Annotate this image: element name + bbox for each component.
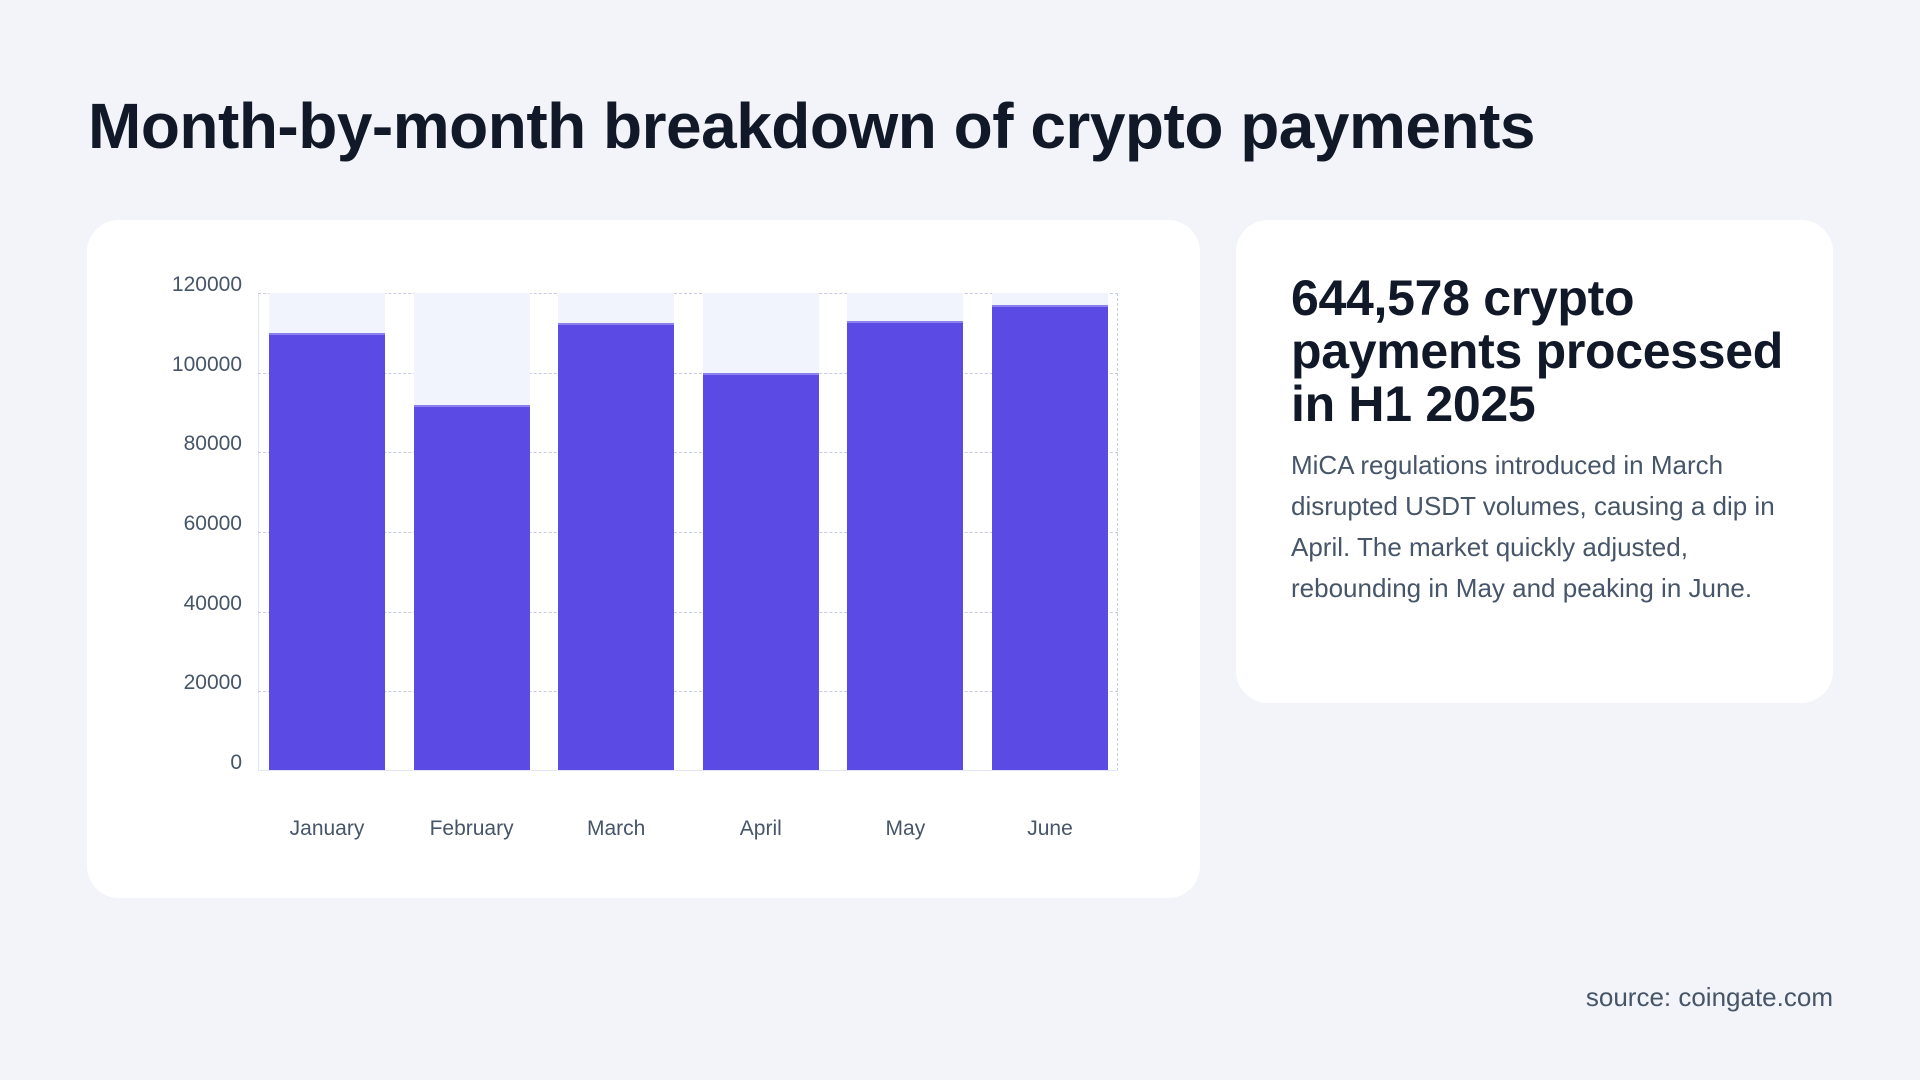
gridline	[258, 452, 1118, 454]
gridline	[258, 293, 1118, 294]
stat-card	[1236, 220, 1833, 703]
stat-heading: 644,578 crypto payments processed in H1 …	[1291, 270, 1784, 432]
y-tick-label: 60000	[183, 512, 242, 535]
y-tick-label: 120000	[171, 273, 242, 296]
bar-chart-plot	[258, 293, 1118, 771]
x-tick-label: March	[587, 817, 646, 840]
bar-may[interactable]	[847, 320, 964, 771]
stat-description: MiCA regulations introduced in March dis…	[1291, 450, 1775, 603]
bar-june[interactable]	[992, 304, 1108, 771]
bar-april[interactable]	[702, 372, 819, 771]
x-tick-label: May	[885, 817, 926, 840]
y-tick-label: 100000	[171, 352, 242, 376]
x-tick-label: April	[739, 817, 782, 840]
bar-january[interactable]	[269, 332, 385, 771]
x-tick-label: February	[429, 817, 514, 840]
bar-march[interactable]	[558, 322, 675, 771]
x-tick-label: January	[289, 817, 365, 840]
gridline	[258, 611, 1118, 613]
gridline	[258, 532, 1118, 533]
y-tick-label: 80000	[183, 432, 242, 456]
y-tick-label: 0	[230, 751, 242, 774]
x-axis-line	[258, 770, 1118, 771]
source-credit: source: coingate.com	[1585, 982, 1833, 1012]
gridline	[258, 372, 1118, 374]
y-tick-label: 40000	[183, 591, 242, 615]
page-title: Month-by-month breakdown of crypto payme…	[88, 90, 1535, 162]
x-tick-label: June	[1027, 817, 1073, 840]
bar-february[interactable]	[413, 404, 530, 771]
gridline	[258, 691, 1118, 693]
y-tick-label: 20000	[183, 671, 242, 695]
